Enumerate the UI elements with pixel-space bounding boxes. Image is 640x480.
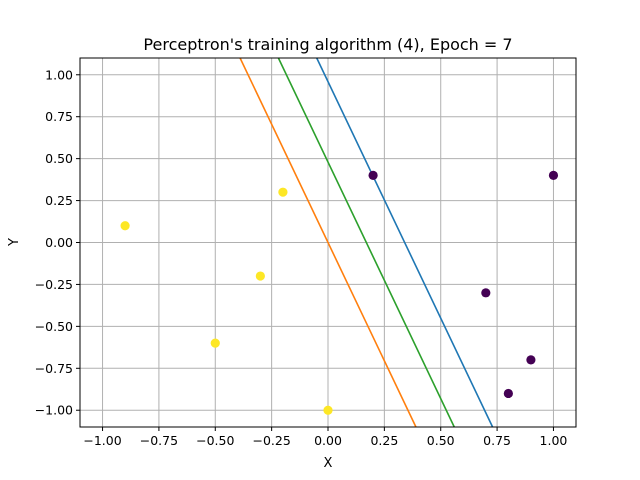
y-tick-label: −0.50: [35, 319, 73, 334]
scatter-point: [481, 288, 491, 298]
y-tick-label: −0.25: [35, 277, 73, 292]
y-tick-label: 0.50: [45, 151, 73, 166]
x-tick-label: 1.00: [540, 433, 568, 448]
x-tick-label: 0.25: [370, 433, 398, 448]
y-tick-label: 0.00: [45, 235, 73, 250]
decision-boundary-line: [239, 57, 417, 428]
y-tick-label: 0.75: [45, 109, 73, 124]
decision-boundary-line: [316, 57, 494, 428]
scatter-point: [503, 388, 513, 399]
x-tick-label: 0.75: [483, 433, 511, 448]
y-axis-label: Y: [7, 238, 22, 247]
x-tick-label: 0.00: [314, 433, 342, 448]
scatter-point: [526, 355, 536, 365]
chart-title: Perceptron's training algorithm (4), Epo…: [143, 35, 512, 54]
x-tick-label: −1.00: [83, 433, 121, 448]
y-tick-label: 1.00: [45, 67, 73, 82]
y-tick-label: 0.25: [45, 193, 73, 208]
x-tick-label: 0.50: [427, 433, 455, 448]
scatter-point: [210, 338, 220, 348]
x-tick-label: −0.25: [252, 433, 290, 448]
y-tick-label: −0.75: [35, 361, 73, 376]
scatter-point: [323, 405, 333, 415]
decision-lines: [239, 57, 494, 428]
scatter-point: [255, 271, 265, 281]
ticks: −1.00 −0.75 −0.50 −0.25 0.00 0.25 0.50 0.75 1.00…: [35, 67, 568, 448]
scatter-point: [278, 187, 288, 197]
x-axis-label: X: [324, 456, 333, 471]
y-tick-label: −1.00: [35, 403, 73, 418]
decision-boundary-line: [277, 57, 455, 428]
data-points: [120, 170, 559, 415]
x-tick-label: −0.50: [196, 433, 234, 448]
scatter-point: [120, 221, 130, 231]
x-tick-label: −0.75: [140, 433, 178, 448]
scatter-point: [548, 170, 559, 181]
scatter-point: [368, 170, 378, 181]
